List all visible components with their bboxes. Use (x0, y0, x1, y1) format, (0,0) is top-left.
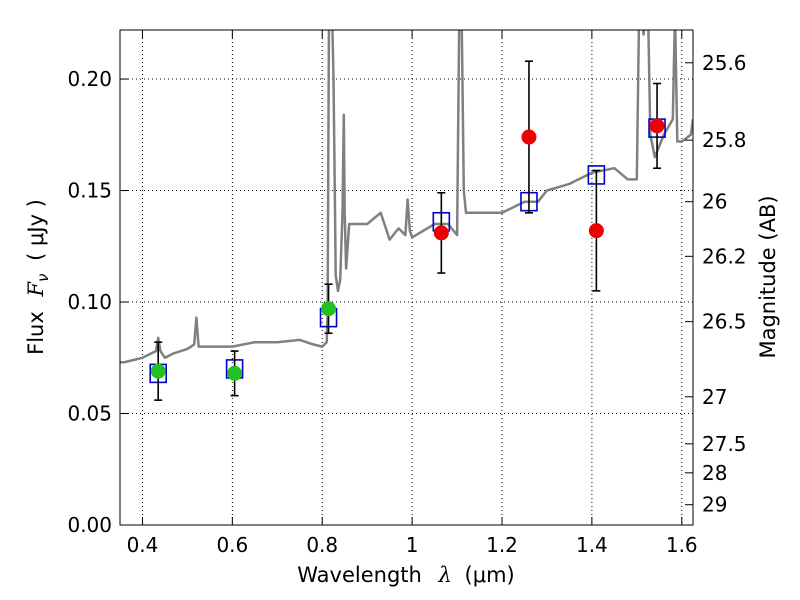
y2-axis-title: Magnitude (AB) (756, 195, 780, 358)
x-tick-label: 0.4 (127, 533, 159, 557)
y-tick-label: 0.10 (67, 290, 112, 314)
y-tick-label: 0.05 (67, 402, 112, 426)
photometry-point (321, 301, 337, 317)
x-tick-label: 1.2 (486, 533, 518, 557)
y-tick-label: 0.15 (67, 179, 112, 203)
y2-tick-label: 25.6 (702, 51, 747, 75)
y2-tick-label: 27.5 (702, 432, 747, 456)
y2-tick-label: 28 (702, 461, 727, 485)
y-axis-title-text: Flux (24, 311, 48, 355)
plot-frame (119, 29, 694, 526)
y2-tick-label: 26 (702, 190, 727, 214)
x-axis-title-text: Wavelength (297, 563, 422, 587)
x-tick-label: 1.4 (576, 533, 608, 557)
y-axis-title: Flux Fν ( μJy ) (24, 199, 53, 355)
spectrum-line (120, 30, 693, 364)
y-axis-title-unit: ( μJy ) (24, 199, 48, 261)
plot-area (120, 30, 693, 401)
y2-tick-label: 29 (702, 493, 727, 517)
x-tick-label: 0.6 (216, 533, 248, 557)
y-axis-title-subscript: ν (34, 274, 52, 282)
photometry-point (521, 129, 537, 145)
y-axis-title-symbol: F (24, 281, 48, 298)
y2-tick-label: 26.2 (702, 244, 747, 268)
photometry-point (150, 363, 166, 379)
x-tick-label: 1 (406, 533, 419, 557)
x-axis-title: Wavelength λ (μm) (297, 563, 514, 587)
y-tick-label: 0.20 (67, 67, 112, 91)
y-tick-label: 0.00 (67, 513, 112, 537)
y2-tick-label: 25.8 (702, 128, 747, 152)
x-tick-label: 1.6 (666, 533, 698, 557)
grid-lines (120, 30, 693, 525)
x-tick-label: 0.8 (306, 533, 338, 557)
photometry-point (588, 223, 604, 239)
y2-tick-label: 27 (702, 385, 727, 409)
axes: 0.4 0.6 0.8 1 1.2 1.4 1.6 0.00 0.05 0.10 0.15 0.20 2… (67, 30, 747, 557)
photometry-point (649, 118, 665, 134)
photometry-point (433, 225, 449, 241)
y2-tick-label: 26.5 (702, 310, 747, 334)
x-axis-title-symbol: λ (438, 563, 452, 587)
photometry-point (227, 365, 243, 381)
x-axis-title-unit: (μm) (465, 563, 515, 587)
